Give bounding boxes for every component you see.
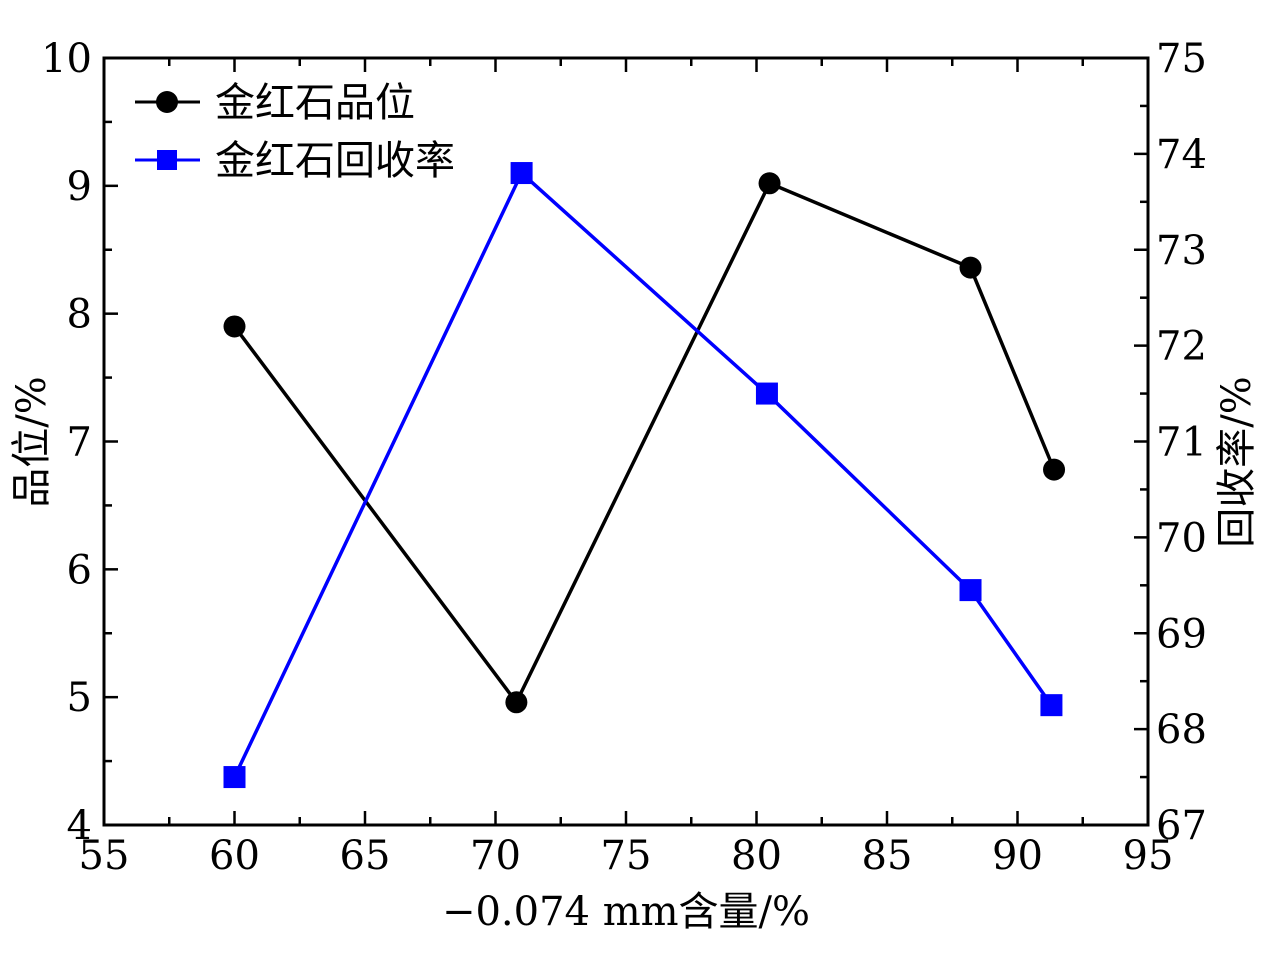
x-tick-label: 85: [862, 833, 913, 879]
y-right-tick-label: 73: [1156, 228, 1207, 274]
x-axis-title: −0.074 mm含量/%: [442, 889, 810, 935]
series-layer: [223, 162, 1066, 789]
data-point-circle: [959, 256, 982, 279]
series-line-1: [232, 170, 1053, 778]
legend-label-grade: 金红石品位: [215, 80, 415, 126]
y-left-tick-label: 7: [67, 420, 92, 466]
y-left-tick-label: 5: [67, 675, 92, 721]
y-axis-title-left: 品位/%: [9, 376, 55, 507]
legend-marker-recovery: [157, 150, 177, 170]
y-right-tick-label: 69: [1156, 611, 1207, 657]
x-tick-label: 65: [340, 833, 391, 879]
data-point-square: [223, 766, 246, 789]
x-tick-label: 80: [731, 833, 782, 879]
y-left-tick-label: 6: [67, 547, 92, 593]
y-right-tick-label: 67: [1156, 803, 1207, 849]
data-point-circle: [223, 315, 246, 338]
plot-frame: [102, 56, 1150, 827]
data-point-circle: [1043, 458, 1066, 481]
data-point-circle: [758, 172, 781, 195]
data-point-square: [959, 579, 982, 602]
y-right-tick-label: 75: [1156, 36, 1207, 82]
data-point-square: [510, 162, 533, 185]
ticks-layer: 55 60 65 70 75 80 85 90 954567891067686970717273…: [41, 36, 1207, 879]
series-line-0: [233, 181, 1056, 706]
y-right-tick-label: 72: [1156, 324, 1207, 370]
y-right-tick-label: 70: [1156, 515, 1207, 561]
legend: 金红石品位 金红石回收率: [135, 80, 455, 184]
x-tick-label: 70: [470, 833, 521, 879]
y-right-tick-label: 68: [1156, 707, 1207, 753]
x-tick-label: 60: [209, 833, 260, 879]
legend-label-recovery: 金红石回收率: [215, 138, 455, 184]
y-left-tick-label: 10: [41, 36, 92, 82]
data-point-square: [755, 382, 778, 405]
x-tick-label: 75: [601, 833, 652, 879]
data-point-circle: [505, 691, 528, 714]
x-tick-label: 95: [1123, 833, 1174, 879]
y-axis-title-right: 回收率/%: [1214, 376, 1260, 547]
y-left-tick-label: 8: [67, 292, 92, 338]
y-left-tick-label: 4: [67, 803, 92, 849]
legend-marker-grade: [156, 91, 178, 113]
y-left-tick-label: 9: [67, 164, 92, 210]
x-tick-label: 90: [992, 833, 1043, 879]
y-right-tick-label: 71: [1156, 420, 1207, 466]
x-tick-label: 55: [79, 833, 130, 879]
y-right-tick-label: 74: [1156, 132, 1207, 178]
data-point-square: [1040, 694, 1063, 717]
